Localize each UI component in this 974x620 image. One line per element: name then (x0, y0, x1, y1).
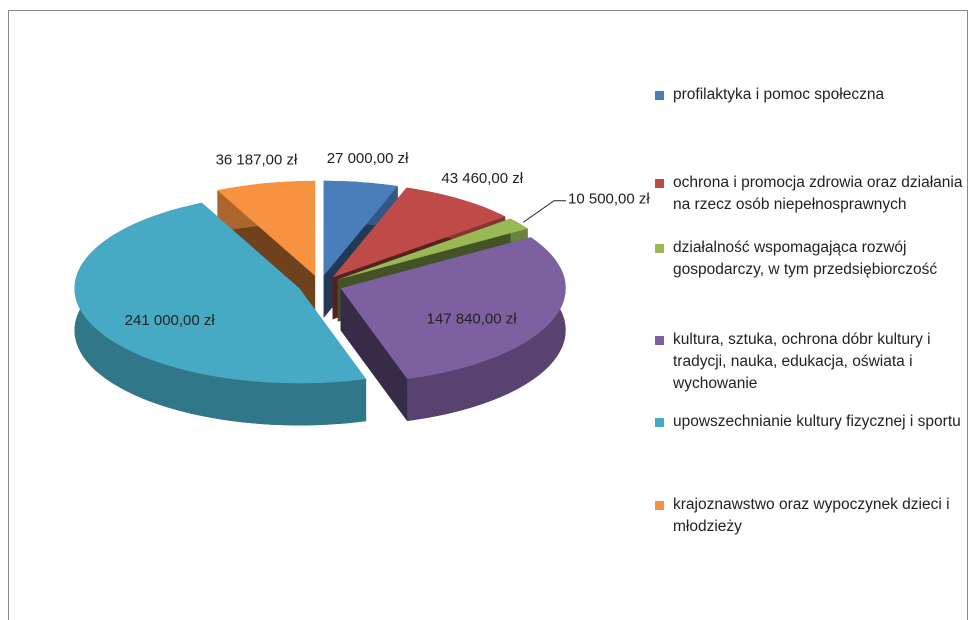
pie-slice (323, 180, 398, 276)
legend-swatch (655, 336, 664, 345)
leader-line (522, 200, 567, 223)
data-label: 241 000,00 zł (125, 312, 216, 329)
legend-swatch (655, 244, 664, 253)
pie-slice (332, 187, 506, 278)
legend-label: upowszechnianie kultury fizycznej i spor… (673, 413, 961, 430)
slice-side (407, 237, 566, 421)
legend-label: ochrona i promocja zdrowia oraz działani… (673, 174, 963, 213)
legend-label: profilaktyka i pomoc społeczna (673, 86, 885, 103)
data-label: 10 500,00 zł (568, 191, 650, 208)
data-label: 36 187,00 zł (216, 152, 298, 169)
legend-item: krajoznawstwo oraz wypoczynek dzieci i m… (655, 494, 970, 538)
pie-slice (337, 218, 528, 280)
legend-item: działalność wspomagająca rozwój gospodar… (655, 237, 970, 281)
legend-swatch (655, 501, 664, 510)
data-label: 27 000,00 zł (327, 150, 409, 167)
legend-swatch (655, 91, 664, 100)
chart-frame (8, 10, 968, 620)
pie-slice (74, 202, 367, 384)
legend-swatch (655, 179, 664, 188)
data-label: 43 460,00 zł (441, 170, 523, 187)
pie-slice (217, 180, 316, 276)
legend-item: profilaktyka i pomoc społeczna (655, 84, 970, 106)
legend-label: działalność wspomagająca rozwój gospodar… (673, 239, 938, 278)
legend-item: kultura, sztuka, ochrona dóbr kultury i … (655, 329, 970, 395)
legend-swatch (655, 418, 664, 427)
legend-label: kultura, sztuka, ochrona dóbr kultury i … (673, 331, 931, 392)
legend-item: ochrona i promocja zdrowia oraz działani… (655, 172, 970, 216)
legend-item: upowszechnianie kultury fizycznej i spor… (655, 411, 970, 433)
slice-wall (340, 288, 408, 421)
legend-label: krajoznawstwo oraz wypoczynek dzieci i m… (673, 496, 950, 535)
data-label: 147 840,00 zł (427, 311, 518, 328)
pie-slice (340, 237, 566, 379)
